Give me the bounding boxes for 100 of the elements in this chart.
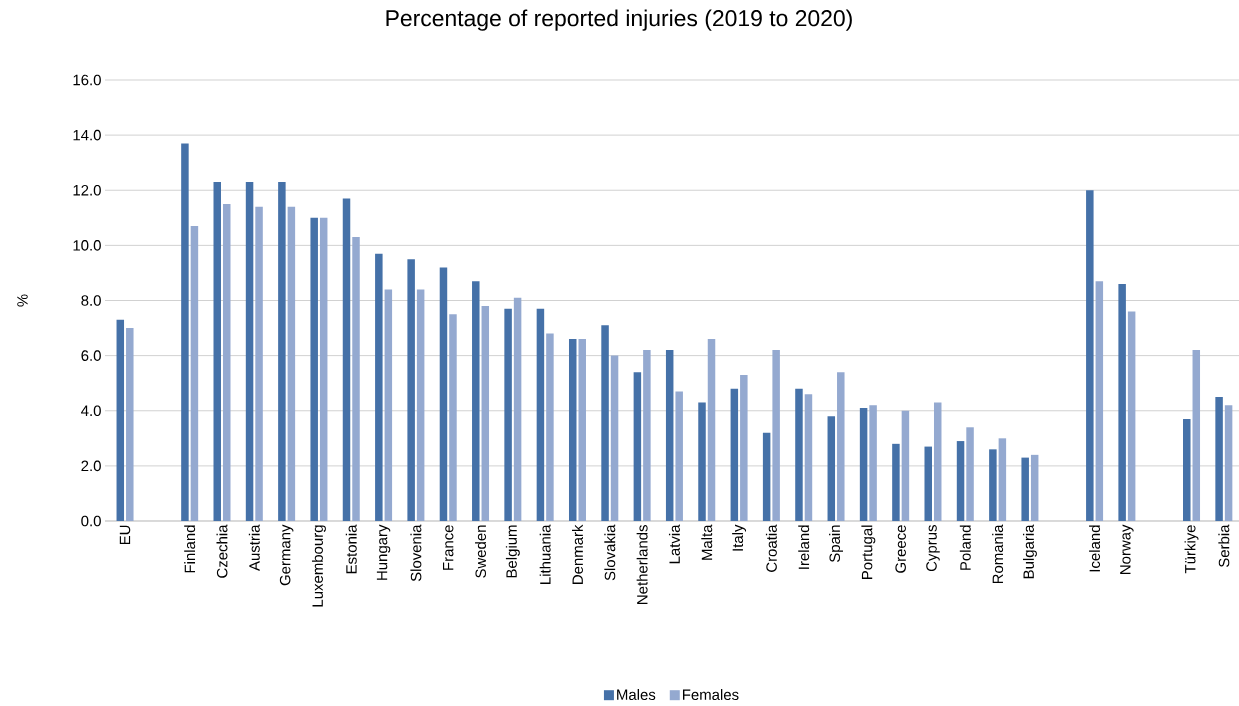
bar: [126, 328, 134, 521]
bar: [989, 449, 997, 521]
bar: [513, 297, 522, 521]
bar: [837, 372, 845, 521]
bar: [643, 350, 651, 521]
bar: [536, 308, 545, 521]
x-tick-label: Malta: [701, 524, 713, 560]
bar: [222, 204, 231, 521]
x-tick-label: Norway: [1120, 524, 1134, 574]
bar: [1030, 454, 1039, 521]
y-tick-label: 10.0: [73, 240, 101, 251]
bar: [901, 410, 910, 521]
bar: [278, 181, 286, 521]
x-tick-label: Croatia: [765, 524, 777, 572]
y-tick-label: 4.0: [81, 405, 101, 417]
x-tick-label: Germany: [279, 524, 294, 586]
bar: [933, 402, 942, 521]
x-tick-label: Portugal: [861, 525, 876, 579]
x-tick-label: Spain: [829, 525, 843, 563]
bar: [1021, 457, 1029, 521]
x-tick-label: Türkiye: [1184, 525, 1199, 574]
bar: [546, 333, 554, 521]
bar: [1127, 311, 1136, 521]
bar: [966, 427, 974, 521]
bar: [190, 226, 199, 521]
x-tick-label: Greece: [895, 525, 906, 573]
bar: [472, 281, 480, 521]
bar: [342, 198, 351, 521]
x-tick-label: EU: [119, 525, 131, 545]
x-tick-label: Estonia: [345, 524, 357, 574]
x-tick-label: Slovakia: [604, 524, 616, 581]
bar: [892, 443, 900, 521]
x-tick-label: Austria: [248, 524, 260, 571]
bar: [1192, 350, 1201, 521]
bar: [772, 350, 780, 521]
x-tick-label: Hungary: [376, 524, 391, 580]
x-tick-label: Romania: [992, 524, 1004, 584]
bar: [1118, 283, 1126, 521]
bar: [116, 319, 125, 521]
bar: [504, 308, 512, 521]
x-tick-label: Cyprus: [926, 525, 940, 572]
bar: [924, 446, 932, 521]
bar: [1183, 419, 1191, 521]
x-tick-label: Luxembourg: [311, 525, 326, 607]
bar: [675, 391, 683, 521]
x-tick-label: Denmark: [572, 524, 583, 584]
bar: [578, 339, 586, 521]
x-tick-label: Lithuania: [539, 524, 551, 584]
legend-label: Females: [682, 689, 739, 701]
y-tick-label: 14.0: [73, 129, 101, 141]
y-tick-label: 6.0: [81, 350, 101, 361]
bar: [762, 432, 771, 521]
bar: [804, 394, 813, 521]
bar: [245, 181, 254, 521]
bar: [449, 314, 457, 521]
y-tick-label: 0.0: [81, 515, 101, 527]
bar: [610, 355, 619, 521]
bar: [287, 206, 296, 521]
bar: [740, 374, 748, 521]
x-tick-label: Ireland: [798, 525, 810, 569]
bar: [707, 339, 716, 521]
bar: [407, 259, 415, 521]
chart-title: Percentage of reported injuries (2019 to 2020): [386, 9, 852, 31]
bar: [1224, 405, 1233, 521]
x-tick-label: Iceland: [1089, 525, 1101, 572]
bar: [665, 350, 674, 521]
x-tick-label: Serbia: [1218, 524, 1230, 568]
bar: [859, 407, 868, 521]
y-axis-title: %: [17, 294, 28, 307]
bar: [1086, 190, 1094, 521]
bar: [1095, 281, 1104, 521]
bar: [384, 289, 393, 521]
x-tick-label: Czechia: [216, 524, 228, 578]
y-tick-label: 16.0: [73, 74, 101, 86]
x-tick-label: Netherlands: [636, 525, 648, 604]
bar: [730, 388, 739, 521]
bar: [439, 267, 448, 521]
bar: [956, 441, 965, 521]
x-tick-label: Slovenia: [410, 524, 422, 582]
x-tick-label: Finland: [184, 525, 196, 573]
x-tick-label: Belgium: [505, 525, 520, 578]
bar: [827, 416, 836, 521]
bar: [568, 339, 577, 521]
bar: [998, 438, 1007, 521]
x-tick-label: France: [443, 525, 454, 570]
bar: [869, 405, 877, 521]
bar: [213, 181, 221, 521]
bar: [255, 206, 263, 521]
bar: [1215, 396, 1223, 521]
x-tick-label: Sweden: [475, 525, 487, 578]
bar: [601, 325, 609, 521]
bar: [481, 306, 490, 521]
x-tick-label: Italy: [732, 524, 747, 551]
bar: [375, 253, 383, 521]
x-tick-label: Bulgaria: [1022, 524, 1037, 579]
bar: [795, 388, 803, 521]
bar: [181, 143, 189, 521]
x-tick-label: Poland: [959, 525, 971, 570]
bar: [319, 217, 328, 521]
bar: [416, 289, 425, 521]
